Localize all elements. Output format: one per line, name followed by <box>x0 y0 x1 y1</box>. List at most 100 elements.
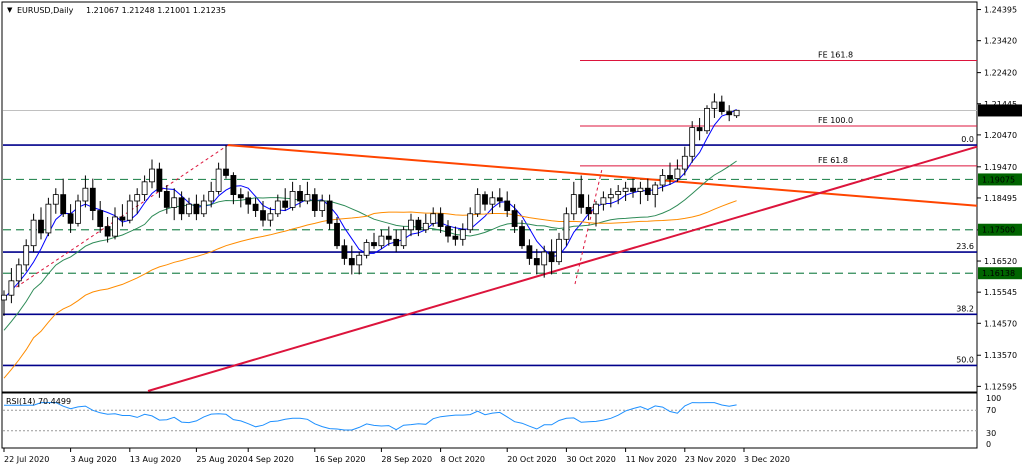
candle <box>311 188 318 217</box>
candle <box>437 207 444 233</box>
candle <box>163 185 170 214</box>
candle <box>718 95 725 115</box>
candle-body <box>112 216 118 237</box>
candle <box>496 188 503 208</box>
candle <box>600 191 607 211</box>
candle-body <box>304 194 311 202</box>
price-label-text: 1.17500 <box>982 226 1015 235</box>
fib-level-label: 0.0 <box>961 135 974 144</box>
candle-body <box>193 203 200 215</box>
candle-body <box>474 194 481 215</box>
levels-layer: 0.0 23.6 38.2 50.0 FE 161.8 FE 100.0 FE 61.8 <box>3 50 977 367</box>
fe-level-label: FE 161.8 <box>818 50 853 59</box>
price-tick-label: 1.12595 <box>984 382 1017 391</box>
candle <box>230 172 237 205</box>
price-label-box <box>978 267 1022 280</box>
candle <box>193 194 200 221</box>
candle-body <box>496 197 503 202</box>
candle <box>585 194 592 221</box>
candle-body <box>282 200 289 208</box>
candle <box>282 188 289 211</box>
candle <box>541 245 548 278</box>
candle-body <box>252 203 259 211</box>
candle-body <box>297 191 303 202</box>
price-label-text: 1.19075 <box>982 175 1015 184</box>
fib-level-label: 50.0 <box>956 355 974 364</box>
candle-body <box>274 200 281 215</box>
candle <box>1 290 7 316</box>
candle-body <box>489 197 496 205</box>
price-tick-label: 1.23420 <box>984 37 1017 46</box>
candle-body <box>186 203 192 215</box>
current-price-text: 1.21235 <box>982 106 1015 115</box>
candle <box>533 248 540 275</box>
candle <box>60 178 67 217</box>
candle-body <box>163 191 170 208</box>
candle <box>274 194 281 217</box>
candle <box>652 181 659 208</box>
candle-body <box>311 194 318 211</box>
time-tick-label: 8 Oct 2020 <box>441 455 485 464</box>
candles-layer <box>1 93 740 316</box>
candle <box>482 191 488 211</box>
candle-body <box>208 191 215 202</box>
candle-body <box>67 213 74 224</box>
candle <box>8 268 15 304</box>
candle-body <box>733 109 740 117</box>
candle <box>260 200 266 227</box>
candle <box>252 197 259 217</box>
candle-body <box>696 127 703 132</box>
candle <box>422 213 429 233</box>
candle-body <box>385 235 392 240</box>
candle-body <box>371 242 377 247</box>
time-tick-label: 25 Aug 2020 <box>196 455 247 464</box>
candle-body <box>104 226 111 237</box>
candle-body <box>223 168 229 176</box>
candle-body <box>667 175 673 180</box>
candle-body <box>622 187 629 192</box>
candle-body <box>341 245 348 259</box>
candle <box>200 194 207 217</box>
candle <box>52 188 59 214</box>
candle <box>67 204 74 233</box>
candle <box>356 252 363 275</box>
current-price-box <box>978 104 1022 117</box>
ohlc-label: 1.21067 1.21248 1.21001 1.21235 <box>86 6 226 15</box>
candle-body <box>230 175 237 196</box>
candle-body <box>570 194 577 215</box>
candle <box>607 188 614 208</box>
candle <box>208 181 215 208</box>
price-tick-label: 1.19470 <box>984 163 1017 172</box>
candle <box>319 194 326 217</box>
candle <box>15 258 22 288</box>
candle-body <box>482 194 488 205</box>
candle-body <box>319 200 326 211</box>
candle <box>334 216 340 249</box>
candle <box>326 194 333 230</box>
chart-menu-icon[interactable]: ▼ <box>7 6 13 14</box>
candle <box>45 197 52 237</box>
trendline-dotted <box>574 168 603 285</box>
candle-body <box>52 194 59 205</box>
candle <box>186 197 192 217</box>
candle-body <box>89 187 96 211</box>
candle-body <box>593 203 599 215</box>
candle <box>711 93 718 118</box>
candle-body <box>60 194 67 215</box>
candle <box>696 117 703 141</box>
candle-body <box>681 155 688 170</box>
candle-body <box>430 213 437 224</box>
candle <box>348 245 355 275</box>
rsi-line <box>4 402 737 431</box>
candle <box>385 226 392 246</box>
time-axis: 22 Jul 2020 3 Aug 2020 13 Aug 2020 25 Aug 2… <box>3 448 790 464</box>
moving-averages-layer <box>3 108 737 379</box>
candle-body <box>1 294 7 301</box>
candle-body <box>459 229 466 240</box>
candle <box>393 229 400 253</box>
candle <box>681 146 688 176</box>
candle <box>245 191 252 214</box>
candle-body <box>119 216 126 221</box>
candle <box>548 239 555 275</box>
